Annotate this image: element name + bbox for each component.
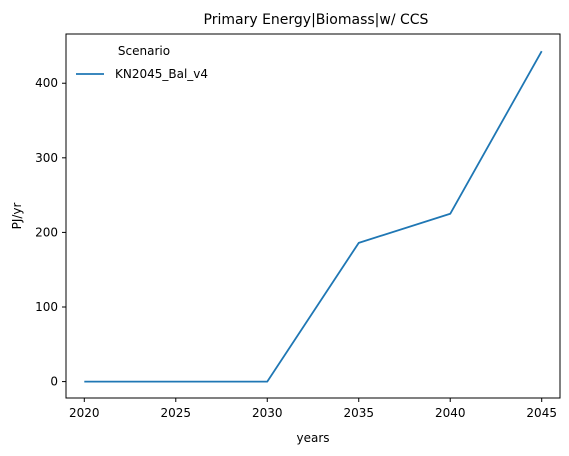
plot-frame	[65, 33, 561, 399]
series-layer	[84, 50, 543, 383]
y-axis-label: PJ/yr	[10, 203, 24, 230]
x-tick-label-2045: 2045	[526, 406, 557, 420]
y-tick-label-200: 200	[35, 225, 58, 239]
y-axis: 0 100 200 300 400	[35, 76, 66, 389]
plot-area	[65, 33, 561, 399]
x-tick-label-2040: 2040	[435, 406, 466, 420]
legend-title: Scenario	[118, 44, 170, 58]
x-tick-label-2020: 2020	[69, 406, 100, 420]
chart-title: Primary Energy|Biomass|w/ CCS	[204, 12, 429, 28]
y-tick-label-400: 400	[35, 76, 58, 90]
series-line-0	[84, 50, 543, 383]
x-tick-label-2025: 2025	[161, 406, 192, 420]
x-axis: 2020 2025 2030 2035 2040 2045	[69, 398, 557, 420]
x-axis-label: years	[296, 431, 329, 445]
legend: Scenario KN2045_Bal_v4	[76, 44, 208, 81]
legend-entry-kn2045-bal-v4: KN2045_Bal_v4	[115, 67, 208, 81]
x-tick-label-2035: 2035	[343, 406, 374, 420]
y-tick-label-300: 300	[35, 151, 58, 165]
y-tick-label-100: 100	[35, 300, 58, 314]
y-tick-label-0: 0	[50, 375, 58, 389]
x-tick-label-2030: 2030	[252, 406, 283, 420]
